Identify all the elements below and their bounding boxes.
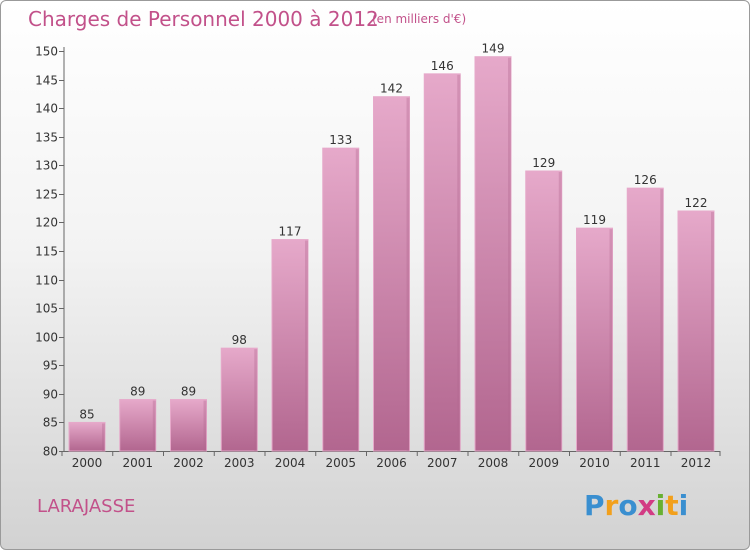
logo-letter: x	[637, 489, 656, 522]
x-tick-label: 2006	[376, 456, 407, 470]
bar	[525, 170, 563, 452]
data-label: 85	[79, 407, 94, 421]
data-label: 142	[380, 82, 403, 96]
x-tick-label: 2009	[528, 456, 559, 470]
logo-letter: o	[618, 489, 638, 522]
x-tick-label: 2002	[173, 456, 204, 470]
bar-shade	[457, 74, 461, 451]
bar	[119, 399, 157, 452]
bar	[423, 73, 461, 452]
town-name: LARAJASSE	[37, 496, 136, 517]
y-tick-label: 95	[43, 359, 58, 373]
y-tick-label: 100	[35, 331, 58, 345]
bar-shade	[609, 229, 613, 451]
logo-letter: r	[604, 489, 619, 522]
y-tick-label: 150	[35, 45, 58, 59]
data-label: 129	[532, 156, 555, 170]
y-tick-label: 130	[35, 159, 58, 173]
x-tick-label: 2005	[325, 456, 356, 470]
bar	[626, 187, 664, 452]
y-tick-label: 140	[35, 102, 58, 116]
bar	[68, 421, 106, 452]
proxiti-logo: Proxiti	[584, 489, 688, 522]
logo-letter: i	[678, 489, 689, 522]
data-label: 126	[634, 173, 657, 187]
x-tick-label: 2011	[630, 456, 661, 470]
bar	[271, 239, 309, 452]
bar-shade	[711, 212, 714, 451]
y-tick-label: 90	[43, 388, 58, 402]
data-label: 119	[583, 213, 606, 227]
data-label: 117	[279, 225, 302, 239]
bar-shade	[203, 400, 207, 451]
y-tick-label: 135	[35, 131, 58, 145]
bar-shade	[254, 349, 258, 451]
data-label: 122	[685, 196, 708, 210]
x-tick-label: 2000	[72, 456, 103, 470]
bar	[474, 56, 512, 452]
bar-shade	[406, 97, 410, 451]
y-tick-label: 85	[43, 416, 58, 430]
data-label: 133	[329, 133, 352, 147]
bar-shade	[508, 57, 511, 451]
bar	[322, 147, 360, 452]
data-label: 89	[130, 385, 145, 399]
bar-shade	[355, 149, 359, 451]
x-tick-label: 2008	[478, 456, 509, 470]
bar	[576, 227, 613, 452]
chart-title: Charges de Personnel 2000 à 2012	[28, 7, 379, 31]
bar	[220, 347, 258, 452]
logo-letter: t	[665, 489, 679, 522]
bar	[677, 210, 715, 452]
x-tick-label: 2012	[681, 456, 712, 470]
x-tick-label: 2007	[427, 456, 458, 470]
x-tick-label: 2001	[122, 456, 153, 470]
bar-shade	[558, 172, 562, 451]
y-tick-label: 125	[35, 188, 58, 202]
y-tick-label: 115	[35, 245, 58, 259]
data-label: 98	[232, 333, 247, 347]
data-label: 149	[482, 42, 505, 56]
y-tick-label: 145	[35, 74, 58, 88]
bar-shade	[660, 189, 664, 451]
chart-subtitle: (en milliers d'€)	[372, 12, 467, 26]
data-label: 146	[431, 59, 454, 73]
y-tick-label: 120	[35, 216, 58, 230]
bar-shade	[152, 400, 156, 451]
bar-shade	[305, 240, 308, 451]
data-label: 89	[181, 385, 196, 399]
bar-shade	[102, 423, 105, 451]
logo-letter: i	[655, 489, 666, 522]
y-tick-label: 80	[43, 445, 58, 459]
y-tick-label: 105	[35, 302, 58, 316]
logo-letter: P	[584, 489, 605, 522]
x-tick-label: 2003	[224, 456, 255, 470]
bar	[373, 96, 410, 452]
x-tick-label: 2004	[275, 456, 306, 470]
x-tick-label: 2010	[579, 456, 610, 470]
bar	[170, 399, 207, 452]
y-tick-label: 110	[35, 274, 58, 288]
